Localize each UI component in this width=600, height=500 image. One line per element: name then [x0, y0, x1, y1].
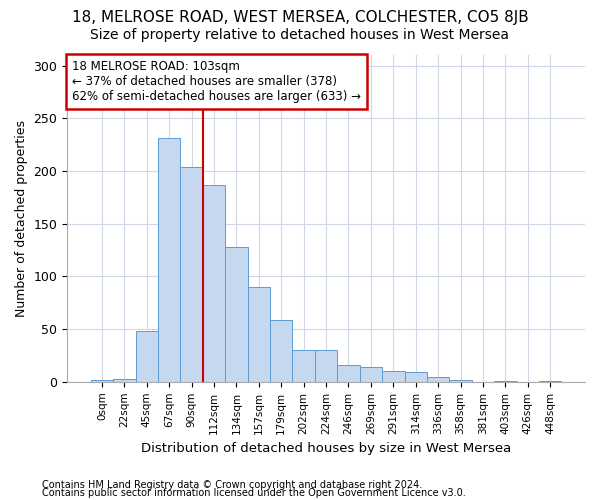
Bar — [292, 350, 315, 382]
Bar — [449, 380, 472, 382]
Y-axis label: Number of detached properties: Number of detached properties — [15, 120, 28, 317]
Text: Contains HM Land Registry data © Crown copyright and database right 2024.: Contains HM Land Registry data © Crown c… — [42, 480, 422, 490]
Bar — [248, 287, 270, 382]
Bar — [360, 367, 382, 382]
Bar — [113, 378, 136, 382]
Bar — [494, 381, 517, 382]
X-axis label: Distribution of detached houses by size in West Mersea: Distribution of detached houses by size … — [141, 442, 511, 455]
Bar — [539, 381, 562, 382]
Text: Size of property relative to detached houses in West Mersea: Size of property relative to detached ho… — [91, 28, 509, 42]
Bar — [315, 350, 337, 382]
Bar — [158, 138, 181, 382]
Bar — [91, 380, 113, 382]
Text: Contains public sector information licensed under the Open Government Licence v3: Contains public sector information licen… — [42, 488, 466, 498]
Bar — [270, 320, 292, 382]
Text: 18 MELROSE ROAD: 103sqm
← 37% of detached houses are smaller (378)
62% of semi-d: 18 MELROSE ROAD: 103sqm ← 37% of detache… — [73, 60, 361, 103]
Bar — [427, 376, 449, 382]
Bar — [203, 184, 225, 382]
Bar — [181, 167, 203, 382]
Text: 18, MELROSE ROAD, WEST MERSEA, COLCHESTER, CO5 8JB: 18, MELROSE ROAD, WEST MERSEA, COLCHESTE… — [71, 10, 529, 25]
Bar — [136, 331, 158, 382]
Bar — [225, 247, 248, 382]
Bar — [337, 365, 360, 382]
Bar — [404, 372, 427, 382]
Bar — [382, 372, 404, 382]
